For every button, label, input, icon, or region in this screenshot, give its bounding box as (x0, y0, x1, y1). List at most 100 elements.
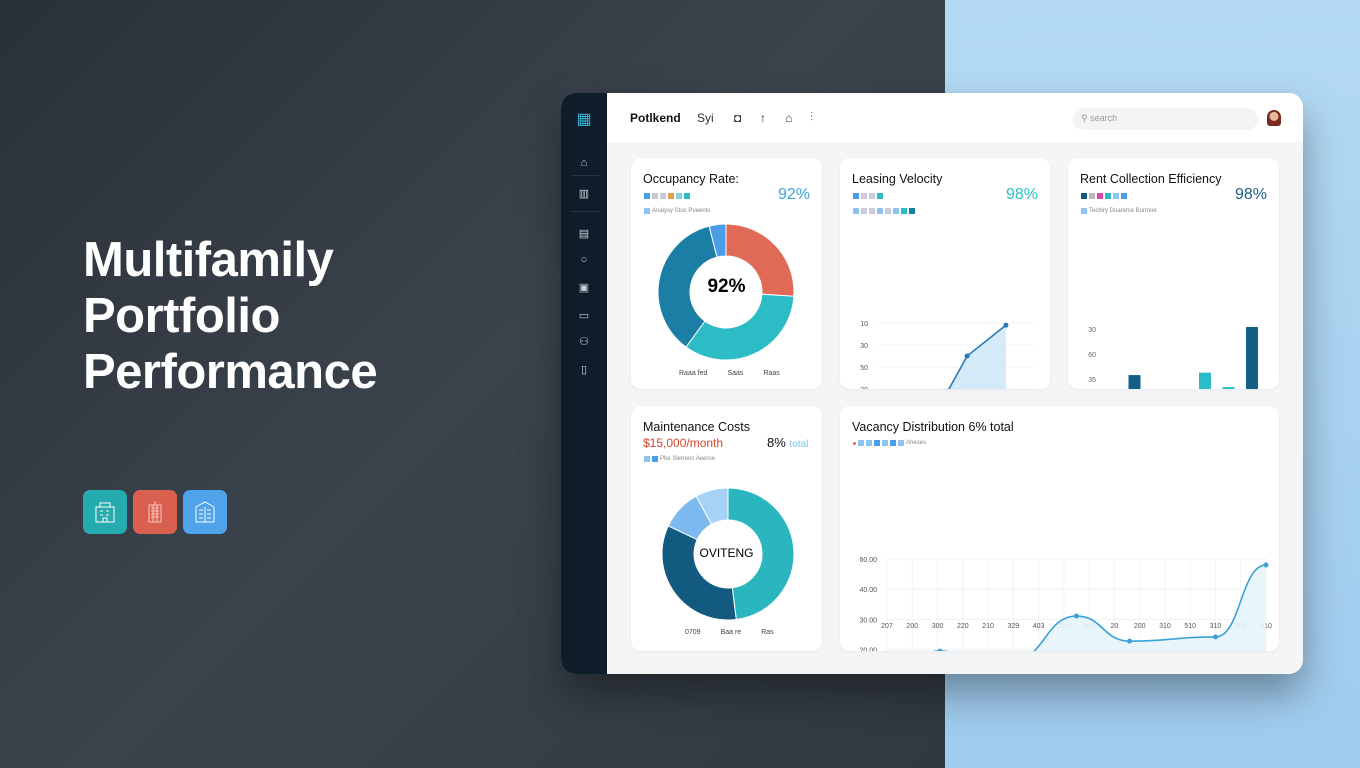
home-icon[interactable]: ⌂ (580, 157, 588, 169)
legend-label: Analysy Stuc Pueents (652, 208, 711, 214)
y-tick-label: 30 (1088, 327, 1096, 334)
donut-slice (727, 487, 795, 621)
building-complex-icon[interactable] (83, 490, 127, 534)
footer-label: Saas (727, 370, 744, 377)
legend: Tecbiry Duaretce Burmoe (1081, 208, 1157, 214)
building-icon[interactable]: ▤ (578, 228, 590, 240)
data-point (1127, 638, 1133, 644)
card-value: 8% (767, 435, 786, 450)
data-point (964, 353, 970, 359)
apartment-icon[interactable]: ▯ (580, 364, 588, 376)
grid-icon[interactable]: ▥ (578, 188, 590, 200)
donut-footer: Raaa fed Saas Raas (679, 370, 780, 377)
rent-card: Rent Collection Efficiency 98% Tecbiry D… (1068, 158, 1279, 389)
x-tick-label: 207 (881, 623, 893, 630)
value-suffix: total (789, 439, 809, 450)
card-title: Maintenance Costs (643, 420, 751, 434)
hero-title: Multifamily Portfolio Performance (83, 232, 378, 400)
x-tick-label: 329 (1007, 623, 1019, 630)
briefcase-icon[interactable]: ▣ (578, 282, 590, 294)
footer-label: Raas (763, 370, 780, 377)
legend-swatches (853, 193, 883, 199)
legend-swatches (644, 193, 690, 199)
x-tick-label: 20 (1111, 623, 1119, 630)
legend-swatches (1081, 193, 1127, 199)
maintenance-card: Maintenance Costs $15,000/month 8% total… (631, 406, 822, 651)
vacancy-line-chart: 60.0040.0030.0020.0030/20207200300220210… (859, 557, 1272, 651)
brand-name: Potlkend (630, 110, 681, 125)
leasing-card: Leasing Velocity 98% 1030503030100JanFeb… (840, 158, 1050, 389)
donut-center-label: OVITENG (699, 546, 754, 560)
card-title: Rent Collection Efficiency (1080, 172, 1222, 186)
chart-icon[interactable]: ↑ (760, 110, 766, 125)
area-fill (1034, 565, 1266, 651)
x-tick-label: 510 (1184, 623, 1196, 630)
avatar[interactable] (1267, 110, 1281, 126)
footer-label: 0709 (685, 629, 701, 636)
hero-line-3: Performance (83, 345, 378, 399)
legend-label: Aheses (906, 440, 927, 446)
legend-swatches (853, 208, 915, 214)
legend: Pbe Sletrenc Aeeroe (644, 456, 715, 462)
nav-item[interactable]: Syi (697, 110, 714, 125)
circle-icon[interactable]: ○ (580, 254, 588, 266)
donut-footer: 0709 Baa re Ras (685, 629, 774, 636)
card-title: Vacancy Distribution 6% total (852, 420, 1014, 434)
legend: Aheses (853, 440, 926, 446)
x-tick-label: 310 (1159, 623, 1171, 630)
search-input[interactable]: ⚲ search (1073, 108, 1258, 130)
donut-slice (657, 225, 718, 348)
series-line (948, 324, 1007, 389)
card-value: 92% (777, 186, 810, 203)
people-icon[interactable]: ⚇ (579, 336, 589, 348)
y-tick-label: 30 (860, 343, 868, 350)
y-tick-label: 35 (1088, 377, 1096, 384)
x-tick-label: 200 (1134, 623, 1146, 630)
hero-line-2: Portfolio (83, 289, 280, 343)
donut-slice (685, 293, 795, 361)
card-title: Occupancy Rate: (643, 172, 739, 186)
legend: Analysy Stuc Pueents (644, 208, 710, 214)
y-tick-label: 30.00 (859, 617, 877, 624)
bar (1222, 387, 1235, 389)
card-value: 98% (1005, 186, 1038, 203)
area-fill (948, 325, 1006, 389)
y-tick-label: 50 (860, 365, 868, 372)
data-point (1212, 634, 1218, 640)
x-tick-label: 200 (906, 623, 918, 630)
card-title: Leasing Velocity (852, 172, 943, 186)
tray-icon[interactable]: ▭ (578, 310, 590, 322)
x-tick-label: 310 (1210, 623, 1222, 630)
leasing-line-chart: 1030503030100JanFebMarAprMay (860, 321, 1033, 389)
x-tick-label: 310 (1260, 623, 1272, 630)
lock-icon[interactable]: ◘ (734, 110, 742, 125)
donut-center-label: 92% (707, 276, 746, 297)
x-tick-label: 403 (1033, 623, 1045, 630)
donut-slice (725, 223, 795, 297)
data-point (1074, 613, 1079, 619)
x-tick-label: 300 (932, 623, 944, 630)
stats-icon[interactable]: ⫶ (810, 110, 814, 124)
maintenance-donut (661, 487, 795, 621)
donut-slice (695, 487, 729, 525)
building-icon[interactable]: ⌂ (785, 110, 793, 125)
footer-label: Ras (761, 629, 774, 636)
y-tick-label: 40.00 (859, 587, 877, 594)
search-placeholder: search (1090, 113, 1118, 123)
donut-slice (708, 223, 727, 258)
y-tick-label: 30 (860, 387, 868, 389)
occupancy-donut (657, 223, 795, 361)
vacancy-card: Vacancy Distribution 6% total Aheses 60.… (840, 406, 1279, 651)
tower-icon[interactable] (133, 490, 177, 534)
footer-label: Baa re (720, 629, 742, 636)
donut-slice (661, 525, 737, 621)
y-tick-label: 60 (1088, 352, 1096, 359)
apartment-icon[interactable] (183, 490, 227, 534)
search-icon: ⚲ (1081, 113, 1091, 123)
y-tick-label: 20.00 (859, 648, 877, 651)
dashboard-window: ▦ ⌂ ▥ ▤ ○ ▣ ▭ ⚇ ▯ Potlkend Syi ◘ ↑ ⌂ ⫶ ⚲… (561, 93, 1303, 674)
y-tick-label: 10 (860, 321, 868, 328)
data-point (937, 648, 943, 651)
y-tick-label: 60.00 (859, 557, 877, 564)
x-tick-label: 220 (957, 623, 969, 630)
